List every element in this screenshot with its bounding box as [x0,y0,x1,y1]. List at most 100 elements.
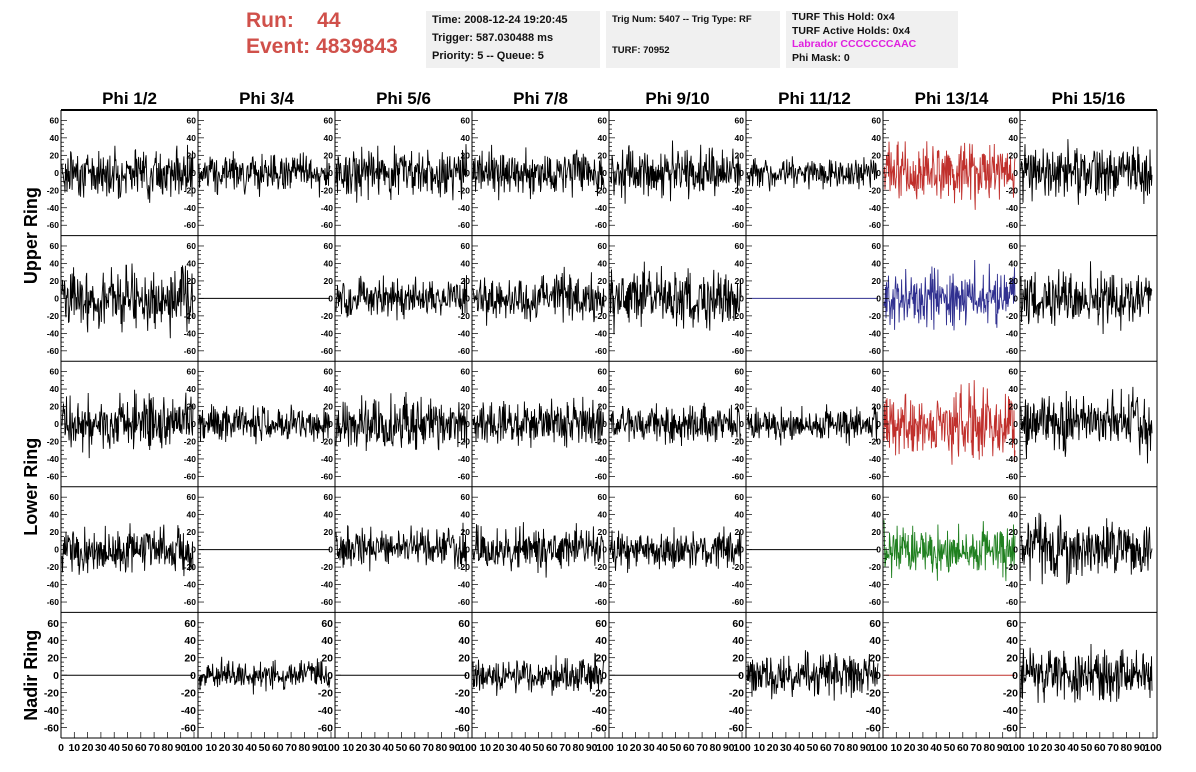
y-tick-label: -40 [184,328,197,338]
y-tick-label: 0 [602,168,607,178]
y-tick-label: -40 [595,454,608,464]
y-tick-label: 0 [464,670,470,682]
y-tick-label: 0 [191,168,196,178]
y-tick-label: 60 [187,241,197,251]
y-tick-label: 40 [735,258,745,268]
row-label: Lower Ring [21,438,41,536]
y-tick-label: 0 [1012,670,1018,682]
y-tick-label: 20 [735,402,745,412]
y-tick-label: 40 [461,384,471,394]
y-tick-label: 0 [876,168,881,178]
y-tick-label: -20 [458,436,471,446]
x-tick-label: 80 [984,742,996,754]
waveform-trace [335,275,468,321]
waveform-trace [335,144,468,203]
x-tick-label: 20 [82,742,94,754]
x-tick-label: 60 [272,742,284,754]
y-tick-label: -40 [184,454,197,464]
x-tick-label: 70 [1107,742,1119,754]
y-tick-label: -40 [458,454,471,464]
y-tick-label: 0 [328,419,333,429]
x-tick-label: 60 [546,742,558,754]
y-tick-label: 20 [598,402,608,412]
column-header: Phi 13/14 [915,89,989,108]
y-tick-label: -60 [47,597,60,607]
y-tick-label: 20 [184,653,196,665]
y-tick-label: 60 [461,367,471,377]
x-tick-label: 30 [232,742,244,754]
y-tick-label: -60 [47,471,60,481]
x-tick-label: 70 [970,742,982,754]
x-tick-label: 30 [917,742,929,754]
y-tick-label: 0 [602,419,607,429]
x-tick-label: 70 [559,742,571,754]
y-tick-label: 60 [872,367,882,377]
y-tick-label: 60 [598,241,608,251]
y-tick-label: -60 [595,597,608,607]
y-tick-label: 40 [324,258,334,268]
y-tick-label: 20 [461,150,471,160]
y-tick-label: 0 [54,419,59,429]
y-tick-label: -20 [1006,311,1019,321]
waveform-trace [746,404,879,446]
y-tick-label: -40 [1006,203,1019,213]
y-tick-label: 60 [461,115,471,125]
y-tick-label: 0 [328,168,333,178]
waveform-trace [883,141,1016,210]
y-tick-label: 40 [598,133,608,143]
y-tick-label: -20 [184,562,197,572]
y-tick-label: -40 [732,454,745,464]
x-tick-label: 20 [767,742,779,754]
x-tick-label: 100 [1144,742,1162,754]
y-tick-label: 0 [1013,419,1018,429]
y-tick-label: -60 [321,597,334,607]
phi-mask-text: Phi Mask: 0 [792,51,850,64]
y-tick-label: 60 [461,492,471,502]
y-tick-label: -60 [184,346,197,356]
waveform-trace [335,522,468,572]
y-tick-label: 60 [872,115,882,125]
y-tick-label: -60 [47,346,60,356]
y-tick-label: -40 [321,328,334,338]
y-tick-label: 40 [598,510,608,520]
y-tick-label: 60 [187,492,197,502]
x-tick-label: 30 [643,742,655,754]
y-tick-label: 20 [461,402,471,412]
y-tick-label: 40 [50,133,60,143]
y-tick-label: -60 [47,220,60,230]
y-tick-label: -40 [595,580,608,590]
y-tick-label: 40 [321,635,333,647]
y-tick-label: -60 [869,597,882,607]
y-tick-label: 0 [602,545,607,555]
y-tick-label: -20 [732,562,745,572]
y-tick-label: -60 [458,346,471,356]
y-tick-label: 20 [461,276,471,286]
y-tick-label: 20 [47,653,59,665]
trigger-text: Trigger: 587.030488 ms [432,32,554,44]
y-tick-label: 40 [598,258,608,268]
y-tick-label: 60 [50,492,60,502]
y-tick-label: 40 [50,384,60,394]
y-tick-label: -60 [595,346,608,356]
y-tick-label: 20 [1009,276,1019,286]
y-tick-label: -40 [1006,580,1019,590]
x-tick-label: 60 [409,742,421,754]
y-tick-label: 20 [598,150,608,160]
x-tick-label: 10 [616,742,628,754]
y-tick-label: -40 [592,705,607,717]
y-tick-label: -20 [321,311,334,321]
y-tick-label: -20 [184,436,197,446]
y-tick-label: 60 [187,367,197,377]
x-tick-label: 90 [449,742,461,754]
y-tick-label: 0 [465,419,470,429]
x-tick-label: 100 [870,742,888,754]
x-tick-label: 10 [479,742,491,754]
time-trigger-info: Time: 2008-12-24 19:20:45 Trigger: 587.0… [426,11,600,68]
y-tick-label: -20 [592,688,607,700]
y-tick-label: 40 [50,258,60,268]
x-tick-label: 90 [312,742,324,754]
y-tick-label: 20 [187,527,197,537]
y-tick-label: 0 [1013,293,1018,303]
waveform-trace [1020,261,1153,335]
